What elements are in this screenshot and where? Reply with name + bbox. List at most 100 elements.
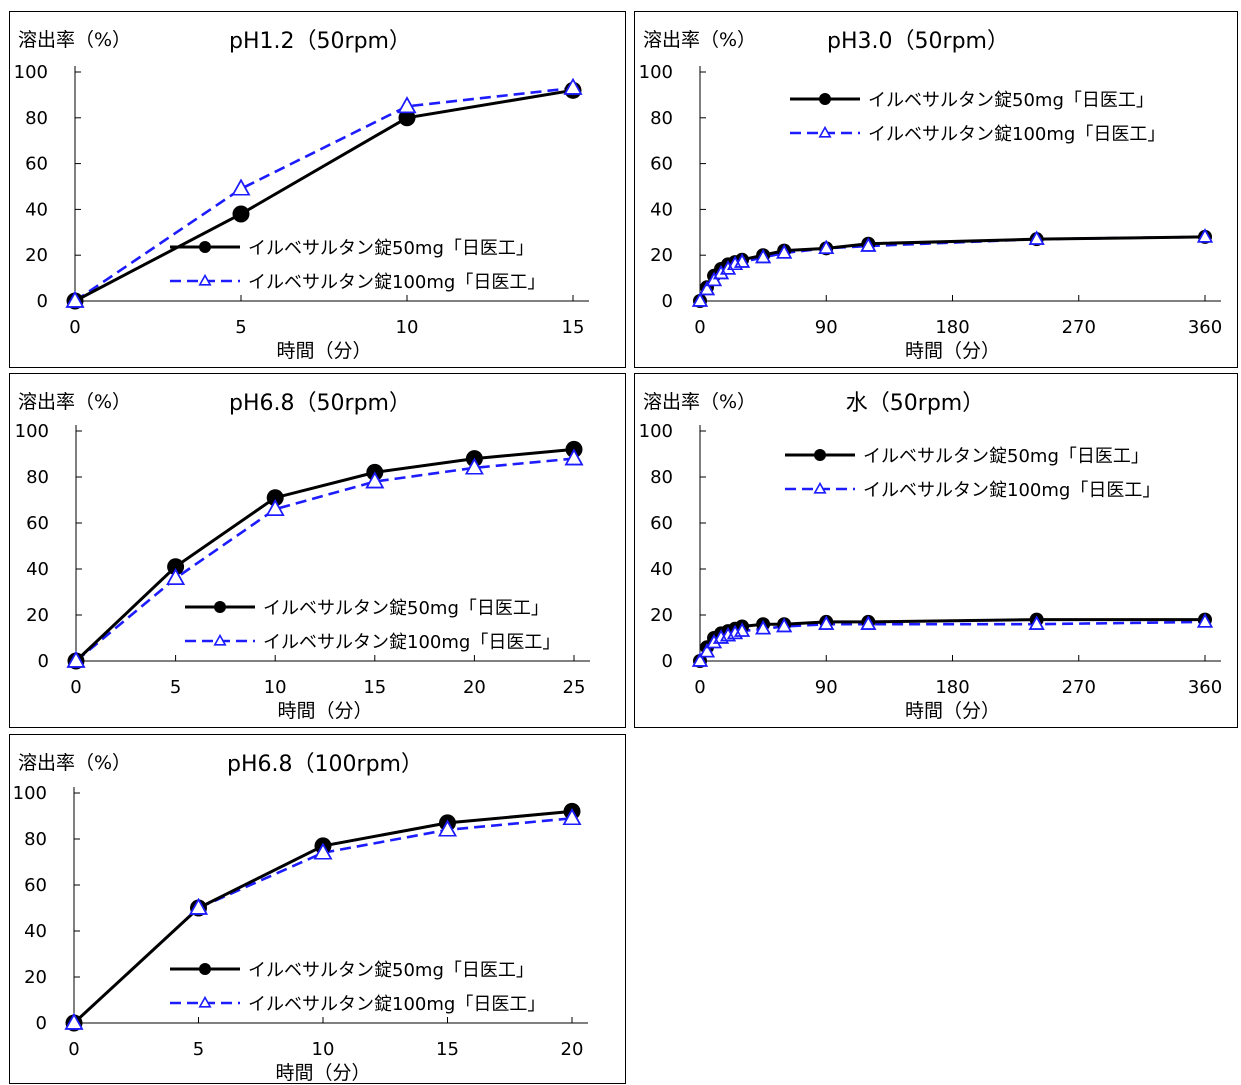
y-tick-label: 60 <box>650 154 673 175</box>
data-point-outline <box>713 264 730 280</box>
data-point-outline <box>1196 228 1214 243</box>
legend-marker <box>818 125 832 138</box>
x-tick-label: 90 <box>815 677 838 698</box>
chart-title: pH1.2（50rpm） <box>229 29 411 54</box>
chart-svg: 溶出率（%） pH1.2（50rpm） 0 20 40 60 80 100 0 5 10 15 時間（分… <box>14 29 589 362</box>
data-point-outline <box>727 624 744 640</box>
y-tick-label: 100 <box>13 783 47 804</box>
data-point-outline <box>66 650 86 668</box>
data-point-outline <box>231 178 251 196</box>
legend: イルベサルタン錠50mg「日医工」イルベサルタン錠100mg「日医工」 <box>170 238 545 293</box>
x-tick-label: 20 <box>463 677 486 698</box>
legend-marker <box>819 93 831 105</box>
data-point-outline <box>734 253 751 268</box>
data-point <box>266 489 284 507</box>
y-tick-label: 20 <box>25 245 48 266</box>
data-point-outline <box>818 615 835 630</box>
chart-panel-ph3-0: 溶出率（%） pH3.0（50rpm） 0 20 40 60 80 100 0 90 180 270 3… <box>634 11 1238 368</box>
y-tick-label: 20 <box>650 605 673 626</box>
data-point <box>167 558 185 576</box>
series-line <box>74 447 575 663</box>
x-axis-label: 時間（分） <box>275 1062 370 1084</box>
data-point-outline <box>438 819 457 837</box>
y-tick-label: 0 <box>38 651 49 672</box>
y-tick-label: 80 <box>24 829 47 850</box>
y-axis-label: 溶出率（%） <box>18 752 131 774</box>
legend: イルベサルタン錠50mg「日医工」イルベサルタン錠100mg「日医工」 <box>185 598 560 653</box>
x-axis-label: 時間（分） <box>276 340 371 362</box>
legend-label: イルベサルタン錠100mg「日医工」 <box>248 272 545 293</box>
x-tick-label: 25 <box>563 677 586 698</box>
chart-svg: 溶出率（%） pH6.8（50rpm） 0 20 40 60 80 100 0 5 10 15 20 25… <box>15 391 590 722</box>
y-axis-label: 溶出率（%） <box>643 391 756 413</box>
data-point-outline <box>755 248 772 264</box>
y-tick-label: 40 <box>24 921 47 942</box>
chart-svg: 溶出率（%） pH6.8（100rpm） 0 20 40 60 80 100 0 5 10 15 20 時… <box>13 752 588 1084</box>
y-tick-label: 0 <box>662 291 673 312</box>
x-tick-label: 0 <box>68 1039 79 1060</box>
x-tick-label: 360 <box>1188 317 1222 338</box>
x-tick-label: 15 <box>436 1039 459 1060</box>
y-tick-label: 20 <box>24 967 47 988</box>
series-line <box>75 457 575 662</box>
y-tick-label: 100 <box>639 421 673 442</box>
data-point-outline <box>265 499 285 516</box>
data-point-outline <box>699 280 716 296</box>
legend-marker <box>814 449 826 461</box>
data-point-outline <box>699 643 716 658</box>
data-point-outline <box>720 627 737 642</box>
data-point-outline <box>713 629 730 644</box>
data-point-outline <box>720 260 737 275</box>
legend-marker <box>199 963 211 975</box>
x-tick-label: 10 <box>396 317 419 338</box>
data-point-outline <box>563 77 583 95</box>
x-tick-label: 20 <box>561 1039 584 1060</box>
x-axis-label: 時間（分） <box>905 700 1000 722</box>
chart-title: pH3.0（50rpm） <box>827 29 1009 54</box>
data-point-outline <box>860 615 877 630</box>
legend-marker <box>813 481 827 494</box>
x-axis-label: 時間（分） <box>277 700 372 722</box>
y-tick-label: 60 <box>650 513 673 534</box>
series-line <box>698 235 1206 302</box>
x-tick-label: 10 <box>264 677 287 698</box>
y-tick-label: 20 <box>650 245 673 266</box>
x-tick-label: 180 <box>935 317 969 338</box>
y-tick-label: 100 <box>14 62 48 83</box>
data-point-outline <box>189 897 208 915</box>
legend-label: イルベサルタン錠50mg「日医工」 <box>868 90 1154 111</box>
y-tick-label: 40 <box>25 199 48 220</box>
x-tick-label: 270 <box>1062 677 1096 698</box>
y-tick-label: 40 <box>26 559 49 580</box>
legend-label: イルベサルタン錠50mg「日医工」 <box>863 446 1149 467</box>
data-point-outline <box>64 1012 84 1030</box>
legend-label: イルベサルタン錠50mg「日医工」 <box>263 598 549 619</box>
data-point-outline <box>755 620 772 635</box>
data-point-outline <box>818 239 835 255</box>
legend-label: イルベサルタン錠100mg「日医工」 <box>263 632 560 653</box>
y-tick-label: 80 <box>25 108 48 129</box>
legend-label: イルベサルタン錠100mg「日医工」 <box>863 480 1160 501</box>
data-point-outline <box>1196 613 1214 628</box>
data-point-outline <box>313 842 333 860</box>
data-point-outline <box>1028 230 1045 245</box>
data-point <box>231 178 251 196</box>
y-axis-label: 溶出率（%） <box>18 29 131 51</box>
series-line <box>698 235 1206 302</box>
x-tick-label: 0 <box>70 677 81 698</box>
data-point-outline <box>706 271 723 287</box>
x-tick-label: 0 <box>69 317 80 338</box>
legend-marker <box>198 995 212 1008</box>
x-tick-label: 5 <box>235 317 246 338</box>
chart-title: 水（50rpm） <box>846 391 984 416</box>
y-tick-label: 80 <box>26 467 49 488</box>
x-tick-label: 90 <box>815 317 838 338</box>
data-point-outline <box>776 617 793 633</box>
x-tick-label: 5 <box>170 677 181 698</box>
chart-svg: 溶出率（%） pH3.0（50rpm） 0 20 40 60 80 100 0 90 180 270 3… <box>639 29 1223 362</box>
data-point-outline <box>1028 615 1045 630</box>
legend-label: イルベサルタン錠50mg「日医工」 <box>248 960 534 981</box>
data-point <box>398 109 416 127</box>
series-line <box>74 86 574 303</box>
y-tick-label: 100 <box>15 421 49 442</box>
